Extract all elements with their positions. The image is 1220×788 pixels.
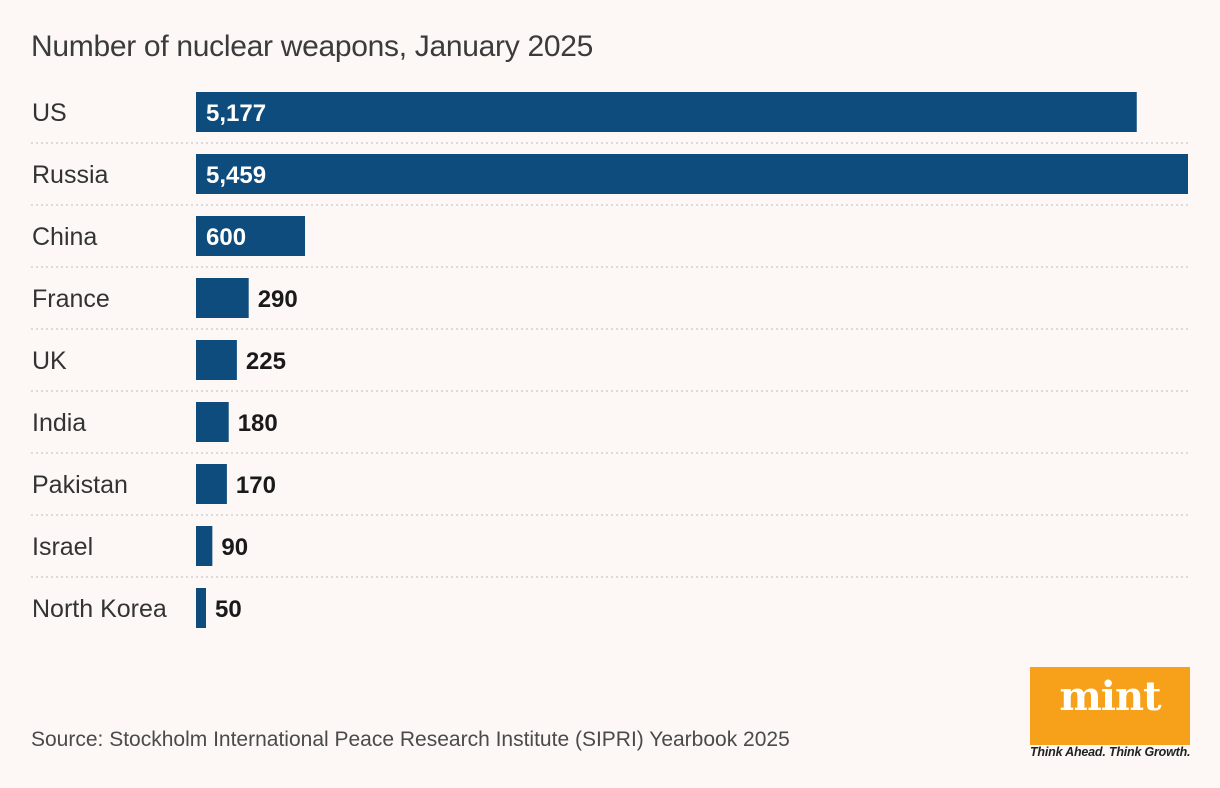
value-label: 90 bbox=[221, 534, 248, 561]
bar bbox=[196, 92, 1137, 132]
bar bbox=[196, 402, 229, 442]
chart-title: Number of nuclear weapons, January 2025 bbox=[31, 30, 593, 63]
bar bbox=[196, 216, 306, 256]
category-label: China bbox=[32, 223, 97, 251]
source-note: Source: Stockholm International Peace Re… bbox=[31, 728, 790, 751]
mint-logo: mint bbox=[1030, 667, 1190, 745]
category-label: Russia bbox=[32, 161, 109, 189]
bar bbox=[196, 278, 249, 318]
value-label: 50 bbox=[215, 596, 242, 623]
value-label: 180 bbox=[238, 410, 278, 437]
bar bbox=[196, 464, 227, 504]
value-label: 600 bbox=[206, 224, 246, 251]
category-label: US bbox=[32, 99, 67, 127]
value-label: 225 bbox=[246, 348, 286, 375]
category-label: France bbox=[32, 285, 110, 313]
bar bbox=[196, 588, 206, 628]
category-label: Pakistan bbox=[32, 471, 128, 499]
category-label: India bbox=[32, 409, 86, 437]
value-label: 5,459 bbox=[206, 162, 266, 189]
bar-chart: US 5,177 Russia 5,459 China 600 France 290 UK 225… bbox=[31, 92, 1188, 628]
bar bbox=[196, 526, 213, 566]
bar bbox=[196, 340, 237, 380]
bar bbox=[196, 154, 1188, 194]
logo-tagline: Think Ahead. Think Growth. bbox=[1030, 745, 1191, 759]
mint-logo-word: mint bbox=[1059, 673, 1161, 720]
value-label: 170 bbox=[236, 472, 276, 499]
category-label: UK bbox=[32, 347, 67, 375]
value-label: 5,177 bbox=[206, 100, 266, 127]
value-label: 290 bbox=[258, 286, 298, 313]
category-label: North Korea bbox=[32, 595, 167, 623]
category-label: Israel bbox=[32, 533, 93, 561]
